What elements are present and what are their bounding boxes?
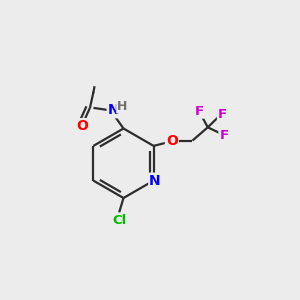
Text: F: F bbox=[218, 108, 227, 121]
Text: F: F bbox=[219, 129, 229, 142]
Text: O: O bbox=[76, 119, 88, 133]
Text: H: H bbox=[117, 100, 128, 112]
Text: Cl: Cl bbox=[112, 214, 126, 226]
Text: F: F bbox=[195, 105, 204, 118]
Text: N: N bbox=[108, 103, 119, 117]
Text: O: O bbox=[166, 134, 178, 148]
Text: N: N bbox=[149, 174, 161, 188]
